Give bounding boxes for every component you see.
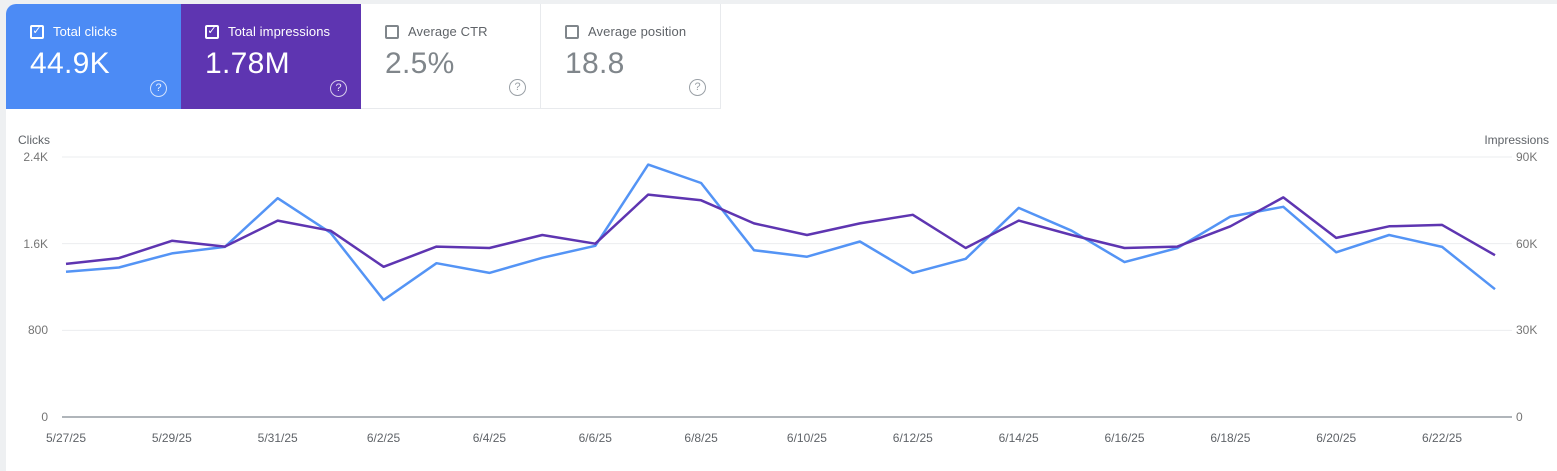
help-icon[interactable]: ?	[150, 80, 167, 97]
right-axis-tick-label: 30K	[1516, 323, 1538, 338]
left-axis-tick-label: 0	[41, 410, 48, 424]
left-axis-tick-label: 1.6K	[23, 236, 48, 251]
checkbox-checked-icon[interactable]: ✓	[205, 24, 219, 39]
x-axis-date-label: 6/2/25	[366, 431, 401, 445]
left-axis-title: Clicks	[18, 133, 50, 147]
metric-cards-row: ✓ Total clicks 44.9K ? ✓ Total impressio…	[6, 4, 721, 109]
x-axis-date-label: 6/4/25	[472, 431, 507, 445]
checkbox-unchecked-icon[interactable]	[385, 24, 399, 39]
x-axis-date-label: 5/31/25	[257, 431, 298, 445]
right-axis-tick-label: 0	[1516, 410, 1523, 424]
metric-value: 44.9K	[30, 47, 110, 80]
total-clicks-line[interactable]	[65, 163, 1496, 302]
metric-value: 18.8	[565, 47, 625, 80]
checkbox-unchecked-icon[interactable]	[565, 24, 579, 39]
x-axis-date-label: 6/18/25	[1210, 431, 1251, 445]
total-impressions-line[interactable]	[65, 193, 1496, 269]
x-axis-date-label: 6/22/25	[1422, 431, 1463, 445]
metric-card-total-impressions[interactable]: ✓ Total impressions 1.78M ?	[181, 4, 361, 109]
performance-line-chart[interactable]	[0, 110, 1557, 471]
x-axis-date-label: 6/8/25	[684, 431, 718, 445]
x-axis-date-label: 6/14/25	[998, 431, 1039, 445]
x-axis-date-label: 6/20/25	[1316, 431, 1357, 445]
metric-label: Total impressions	[228, 24, 331, 39]
x-axis-date-label: 6/12/25	[892, 431, 933, 445]
metric-label: Total clicks	[53, 24, 118, 39]
right-axis-tick-label: 90K	[1516, 150, 1538, 164]
help-icon[interactable]: ?	[509, 79, 526, 96]
x-axis-date-label: 6/6/25	[578, 431, 612, 445]
right-axis-title: Impressions	[1484, 133, 1549, 147]
metric-card-average-position[interactable]: Average position 18.8 ?	[541, 4, 721, 109]
x-axis-date-label: 6/10/25	[786, 431, 827, 445]
x-axis-date-label: 5/27/25	[45, 431, 87, 445]
x-axis-date-label: 6/16/25	[1104, 431, 1145, 445]
metric-value: 2.5%	[385, 47, 455, 80]
metric-card-total-clicks[interactable]: ✓ Total clicks 44.9K ?	[6, 4, 181, 109]
metric-value: 1.78M	[205, 47, 290, 80]
x-axis-date-label: 5/29/25	[151, 431, 192, 445]
metric-card-average-ctr[interactable]: Average CTR 2.5% ?	[361, 4, 541, 109]
right-axis-tick-label: 60K	[1516, 236, 1538, 251]
help-icon[interactable]: ?	[330, 80, 347, 97]
checkbox-checked-icon[interactable]: ✓	[30, 24, 44, 39]
metric-label: Average position	[588, 24, 687, 39]
left-axis-tick-label: 2.4K	[23, 150, 48, 164]
help-icon[interactable]: ?	[689, 79, 706, 96]
metric-label: Average CTR	[408, 24, 488, 39]
left-axis-tick-label: 800	[27, 323, 48, 338]
